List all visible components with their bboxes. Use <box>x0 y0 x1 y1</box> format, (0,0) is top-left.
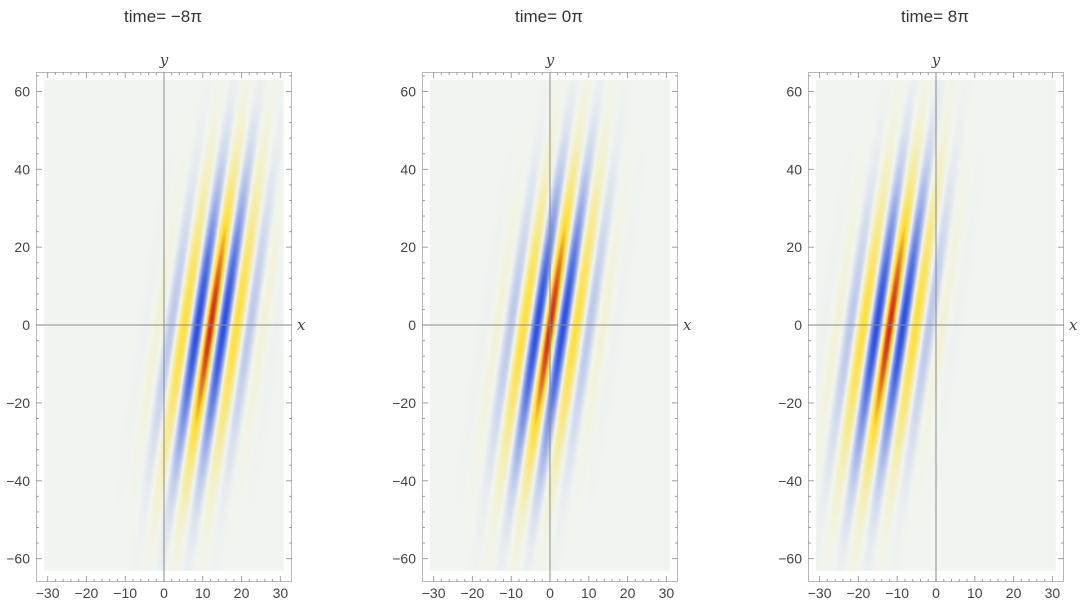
y-tick-label: 60 <box>14 83 30 99</box>
y-axis-label: y <box>159 51 169 69</box>
y-tick-label: 0 <box>408 317 416 333</box>
x-tick-label: 30 <box>1045 585 1061 601</box>
panel-title: time= 8π <box>901 7 969 26</box>
x-tick-label: 30 <box>659 585 675 601</box>
y-tick-label: 40 <box>400 161 416 177</box>
y-tick-label: 40 <box>786 161 802 177</box>
x-tick-label: −10 <box>499 585 523 601</box>
x-tick-label: 30 <box>273 585 289 601</box>
y-tick-label: −40 <box>6 473 30 489</box>
y-axis-label: y <box>931 51 941 69</box>
chart-panel-3: −30 −20 −10 0 10 20 30 60 40 20 0 −20 −40 −60 y x time= … <box>778 7 1078 601</box>
x-tick-label: −30 <box>36 585 60 601</box>
x-tick-label: 10 <box>195 585 211 601</box>
y-tick-label: −20 <box>6 395 30 411</box>
chart-panel-2: −30 −20 −10 0 10 20 30 60 40 20 0 −20 −40 −60 y x time= … <box>392 7 692 601</box>
x-axis-label: x <box>297 316 306 334</box>
y-tick-label: 60 <box>400 83 416 99</box>
x-tick-label: 0 <box>160 585 168 601</box>
x-tick-label: 20 <box>234 585 250 601</box>
panel-title: time= −8π <box>124 7 202 26</box>
x-axis-label: x <box>1069 316 1078 334</box>
y-tick-label: −20 <box>392 395 416 411</box>
x-tick-label: −30 <box>422 585 446 601</box>
x-tick-label: −30 <box>808 585 832 601</box>
x-tick-label: −20 <box>847 585 871 601</box>
y-tick-label: 20 <box>14 239 30 255</box>
y-tick-label: 60 <box>786 83 802 99</box>
y-tick-label: −40 <box>392 473 416 489</box>
y-tick-label: −20 <box>778 395 802 411</box>
y-tick-label: 20 <box>400 239 416 255</box>
y-tick-label: −40 <box>778 473 802 489</box>
y-tick-label: −60 <box>778 551 802 567</box>
x-tick-label: −10 <box>885 585 909 601</box>
x-tick-label: −10 <box>113 585 137 601</box>
x-tick-label: 0 <box>932 585 940 601</box>
y-tick-label: −60 <box>6 551 30 567</box>
x-axis-label: x <box>683 316 692 334</box>
x-tick-label: −20 <box>461 585 485 601</box>
y-tick-label: −60 <box>392 551 416 567</box>
y-tick-label: 40 <box>14 161 30 177</box>
chart-panel-1: −30 −20 −10 0 10 20 30 60 40 20 0 −20 −40 −60 y x time= … <box>6 7 306 601</box>
y-tick-label: 0 <box>22 317 30 333</box>
x-tick-label: 10 <box>581 585 597 601</box>
x-tick-label: 10 <box>967 585 983 601</box>
x-tick-label: 0 <box>546 585 554 601</box>
x-tick-label: 20 <box>1006 585 1022 601</box>
y-tick-label: 20 <box>786 239 802 255</box>
x-tick-label: 20 <box>620 585 636 601</box>
panel-title: time= 0π <box>515 7 583 26</box>
x-tick-label: −20 <box>75 585 99 601</box>
y-axis-label: y <box>545 51 555 69</box>
y-tick-label: 0 <box>794 317 802 333</box>
